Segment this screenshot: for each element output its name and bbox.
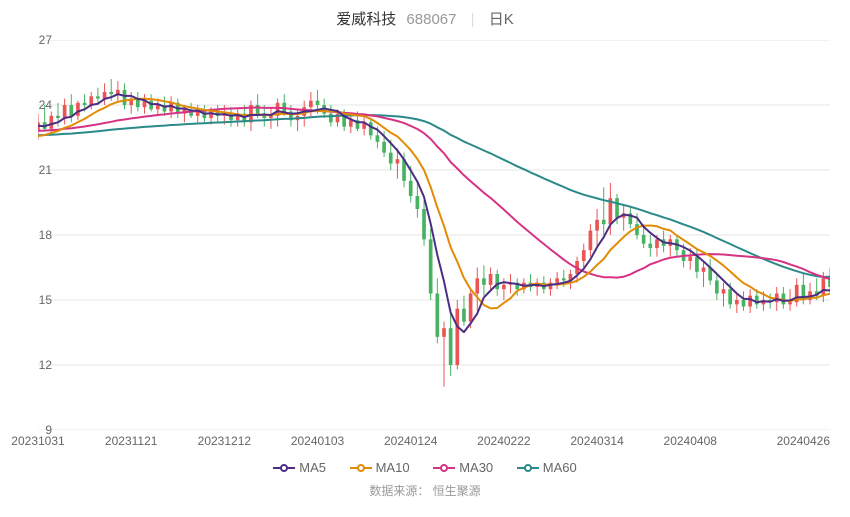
legend-item-ma60: MA60: [517, 460, 577, 475]
x-tick-label: 20240103: [291, 434, 344, 448]
plot-area: [38, 40, 830, 430]
legend-swatch-ma30: [433, 464, 455, 472]
footer-source: 恒生聚源: [433, 484, 481, 498]
legend-label-ma5: MA5: [299, 460, 326, 475]
stock-name: 爱威科技: [336, 11, 396, 28]
legend-item-ma5: MA5: [273, 460, 326, 475]
x-tick-label: 20240124: [384, 434, 437, 448]
legend-label-ma30: MA30: [459, 460, 493, 475]
legend-item-ma10: MA10: [350, 460, 410, 475]
chart-title: 爱威科技 688067 | 日K: [0, 8, 850, 29]
y-tick-label: 12: [20, 358, 52, 372]
footer-label: 数据来源：: [369, 484, 429, 498]
y-tick-label: 18: [20, 228, 52, 242]
stock-code: 688067: [406, 11, 456, 28]
x-tick-label: 20240408: [664, 434, 717, 448]
data-source: 数据来源： 恒生聚源: [0, 482, 850, 499]
x-tick-label: 20231212: [198, 434, 251, 448]
legend: MA5 MA10 MA30 MA60: [0, 460, 850, 476]
x-tick-label: 20240314: [570, 434, 623, 448]
y-tick-label: 21: [20, 163, 52, 177]
legend-swatch-ma10: [350, 464, 372, 472]
legend-swatch-ma5: [273, 464, 295, 472]
kline-chart: 爱威科技 688067 | 日K 9121518212427 202310312…: [0, 0, 850, 517]
legend-label-ma60: MA60: [543, 460, 577, 475]
title-separator: |: [471, 11, 475, 28]
x-tick-label: 20231121: [105, 434, 158, 448]
chart-type-label: 日K: [489, 11, 514, 28]
legend-item-ma30: MA30: [433, 460, 493, 475]
x-tick-label: 20231031: [11, 434, 64, 448]
y-tick-label: 24: [20, 98, 52, 112]
legend-swatch-ma60: [517, 464, 539, 472]
legend-label-ma10: MA10: [376, 460, 410, 475]
x-tick-label: 20240426: [777, 434, 830, 448]
x-tick-label: 20240222: [477, 434, 530, 448]
y-tick-label: 27: [20, 33, 52, 47]
y-tick-label: 15: [20, 293, 52, 307]
